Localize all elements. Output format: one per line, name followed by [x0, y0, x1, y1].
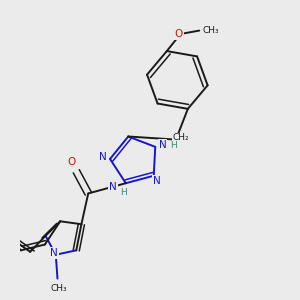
Text: N: N [159, 140, 166, 150]
Text: O: O [175, 29, 183, 39]
Text: CH₃: CH₃ [51, 284, 68, 293]
Text: H: H [170, 141, 177, 150]
Text: N: N [153, 176, 161, 186]
Text: N: N [109, 182, 117, 192]
Text: N: N [50, 248, 58, 258]
Text: O: O [67, 157, 75, 167]
Text: CH₃: CH₃ [203, 26, 219, 35]
Text: CH₂: CH₂ [173, 134, 189, 142]
Text: N: N [99, 152, 107, 162]
Text: H: H [120, 188, 127, 197]
